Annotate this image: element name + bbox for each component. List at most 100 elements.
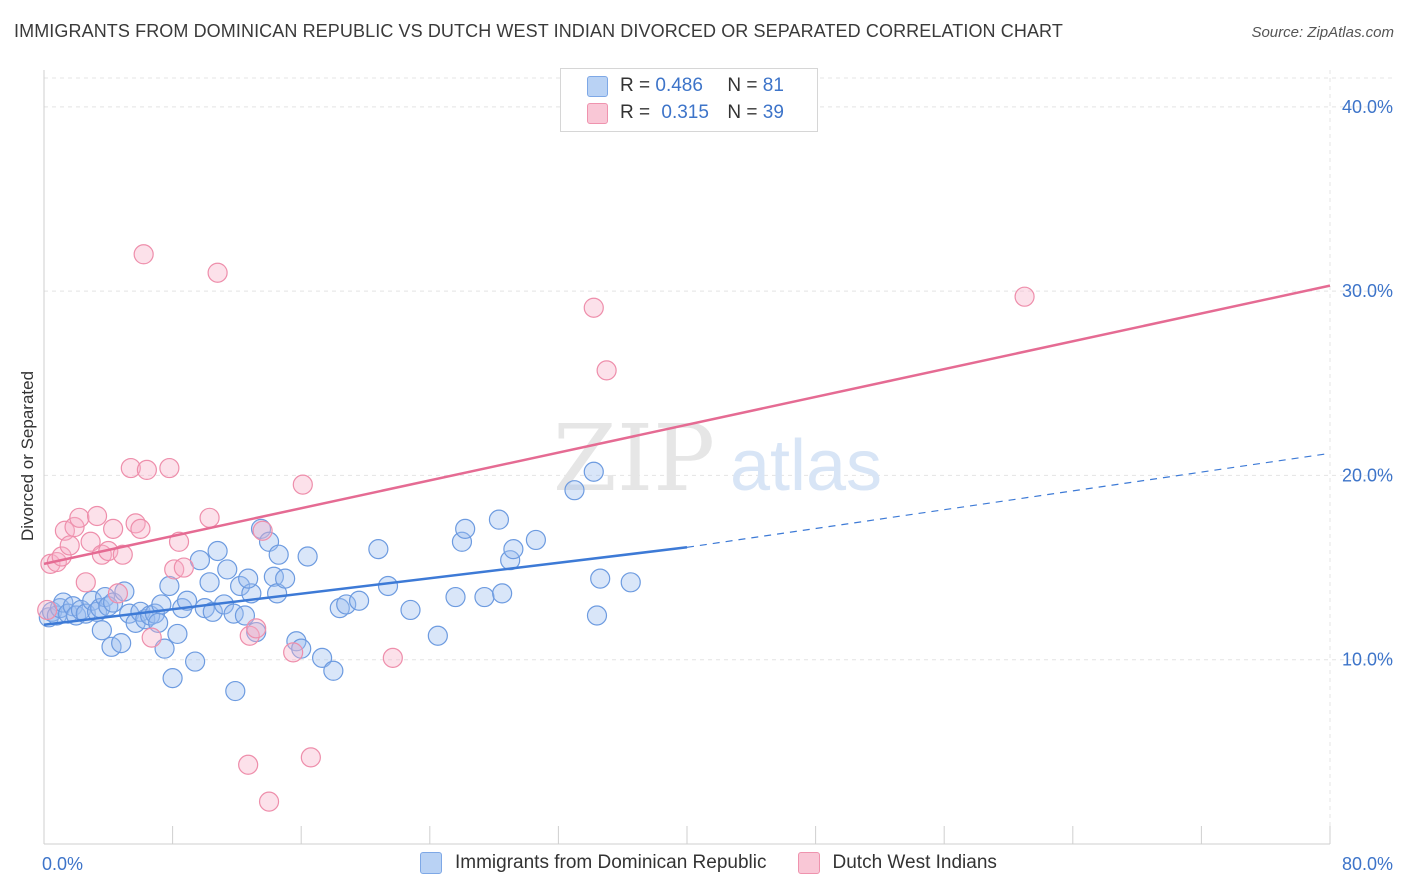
point-dutch-west-indian (252, 520, 273, 541)
point-dominican (154, 638, 175, 659)
watermark-zip: ZIP (553, 405, 715, 512)
point-dutch-west-indian (300, 747, 321, 768)
point-dutch-west-indian (69, 507, 90, 528)
point-dutch-west-indian (75, 572, 96, 593)
point-dominican (202, 601, 223, 622)
legend: R = 0.486 N = 81 R = 0.315 N = 39 (560, 68, 818, 132)
series-swatch-blue (420, 852, 442, 874)
point-dutch-west-indian (59, 535, 80, 556)
source-label: Source: ZipAtlas.com (1251, 24, 1394, 41)
series-name-pink: Dutch West Indians (832, 852, 997, 873)
point-dominican (377, 575, 399, 597)
y-tick-label: 20.0% (1342, 465, 1393, 485)
point-dominican (503, 539, 524, 560)
point-dominican (311, 647, 333, 668)
data-points (37, 244, 1035, 812)
watermark: ZIP atlas (553, 405, 882, 512)
legend-n-value-blue: 81 (762, 75, 784, 96)
y-axis-label: Divorced or Separated (18, 370, 37, 542)
point-dominican (217, 559, 238, 580)
point-dutch-west-indian (141, 627, 162, 648)
y-tick-label: 40.0% (1342, 97, 1393, 117)
point-dutch-west-indian (112, 544, 133, 565)
point-dominican (329, 598, 350, 619)
point-dominican (91, 620, 112, 641)
series-name-blue: Immigrants from Dominican Republic (455, 852, 767, 873)
point-dominican (82, 590, 103, 611)
point-dominican (474, 586, 495, 608)
point-dominican (234, 605, 256, 626)
series-legend-item-pink: Dutch West Indians (797, 852, 997, 874)
point-dominican (185, 651, 206, 672)
point-dominican (162, 668, 183, 689)
legend-r-label: R = (620, 102, 651, 123)
point-dominican (525, 529, 546, 551)
point-dominican (455, 518, 476, 539)
legend-r-value-pink: 0.315 (661, 102, 709, 123)
point-dutch-west-indian (159, 457, 180, 479)
point-dominican (583, 461, 604, 482)
point-dutch-west-indian (168, 531, 190, 552)
point-dominican (427, 625, 448, 646)
point-dutch-west-indian (199, 507, 220, 528)
series-legend: Immigrants from Dominican Republic Dutch… (420, 852, 1028, 874)
tick-labels: 10.0% 20.0% 30.0% 40.0% 0.0% 80.0% (42, 97, 1393, 874)
point-dominican (336, 594, 357, 615)
point-dutch-west-indian (120, 457, 141, 479)
grid-lines (44, 70, 1392, 844)
legend-r-label: R = (620, 75, 651, 96)
point-dominican (199, 572, 220, 593)
point-dutch-west-indian (86, 505, 108, 527)
point-dominican (268, 544, 289, 565)
chart-title: IMMIGRANTS FROM DOMINICAN REPUBLIC VS DU… (14, 21, 1063, 41)
point-dutch-west-indian (37, 599, 58, 621)
point-dominican (564, 480, 585, 501)
point-dutch-west-indian (64, 516, 85, 538)
point-dutch-west-indian (136, 459, 157, 480)
watermark-atlas: atlas (730, 426, 882, 506)
point-dutch-west-indian (103, 518, 124, 539)
point-dominican (323, 660, 344, 681)
point-dutch-west-indian (238, 754, 259, 775)
point-dutch-west-indian (596, 360, 617, 381)
trend-lines (43, 284, 1331, 626)
axes (43, 70, 1331, 845)
series-legend-item-blue: Immigrants from Dominican Republic (420, 852, 767, 874)
point-dominican (159, 575, 180, 597)
point-dominican (167, 623, 188, 645)
y-tick-label: 10.0% (1342, 650, 1393, 670)
point-dutch-west-indian (283, 642, 304, 663)
trend-line-dutch-west-indian (43, 284, 1331, 566)
point-dominican (492, 583, 513, 604)
point-dutch-west-indian (1014, 286, 1035, 307)
trend-line-dominican (43, 546, 688, 626)
point-dominican (176, 590, 198, 611)
point-dutch-west-indian (80, 531, 101, 552)
point-dominican (488, 509, 510, 530)
point-dominican (445, 586, 466, 608)
point-dominican (620, 572, 641, 593)
legend-n-value-pink: 39 (762, 102, 784, 123)
point-dominican (348, 590, 370, 611)
legend-r-value-blue: 0.486 (655, 75, 703, 96)
point-dominican (207, 540, 228, 562)
point-dominican (230, 575, 251, 597)
series-swatch-pink (797, 852, 820, 874)
point-dutch-west-indian (107, 583, 129, 604)
point-dominican (238, 568, 259, 589)
legend-n-label: N = (727, 75, 758, 96)
point-dominican (451, 531, 473, 552)
point-dominican (225, 680, 246, 702)
legend-swatch-blue (587, 75, 608, 97)
y-tick-label: 30.0% (1342, 281, 1393, 301)
legend-n-label: N = (727, 102, 758, 123)
legend-row-blue: R = 0.486 N = 81 (587, 73, 784, 99)
point-dutch-west-indian (173, 557, 194, 578)
legend-swatch-pink (587, 102, 608, 124)
point-dutch-west-indian (382, 647, 403, 668)
point-dutch-west-indian (258, 791, 280, 812)
point-dominican (368, 539, 389, 560)
legend-row-pink: R = 0.315 N = 39 (587, 100, 784, 126)
x-tick-label: 0.0% (42, 854, 83, 874)
